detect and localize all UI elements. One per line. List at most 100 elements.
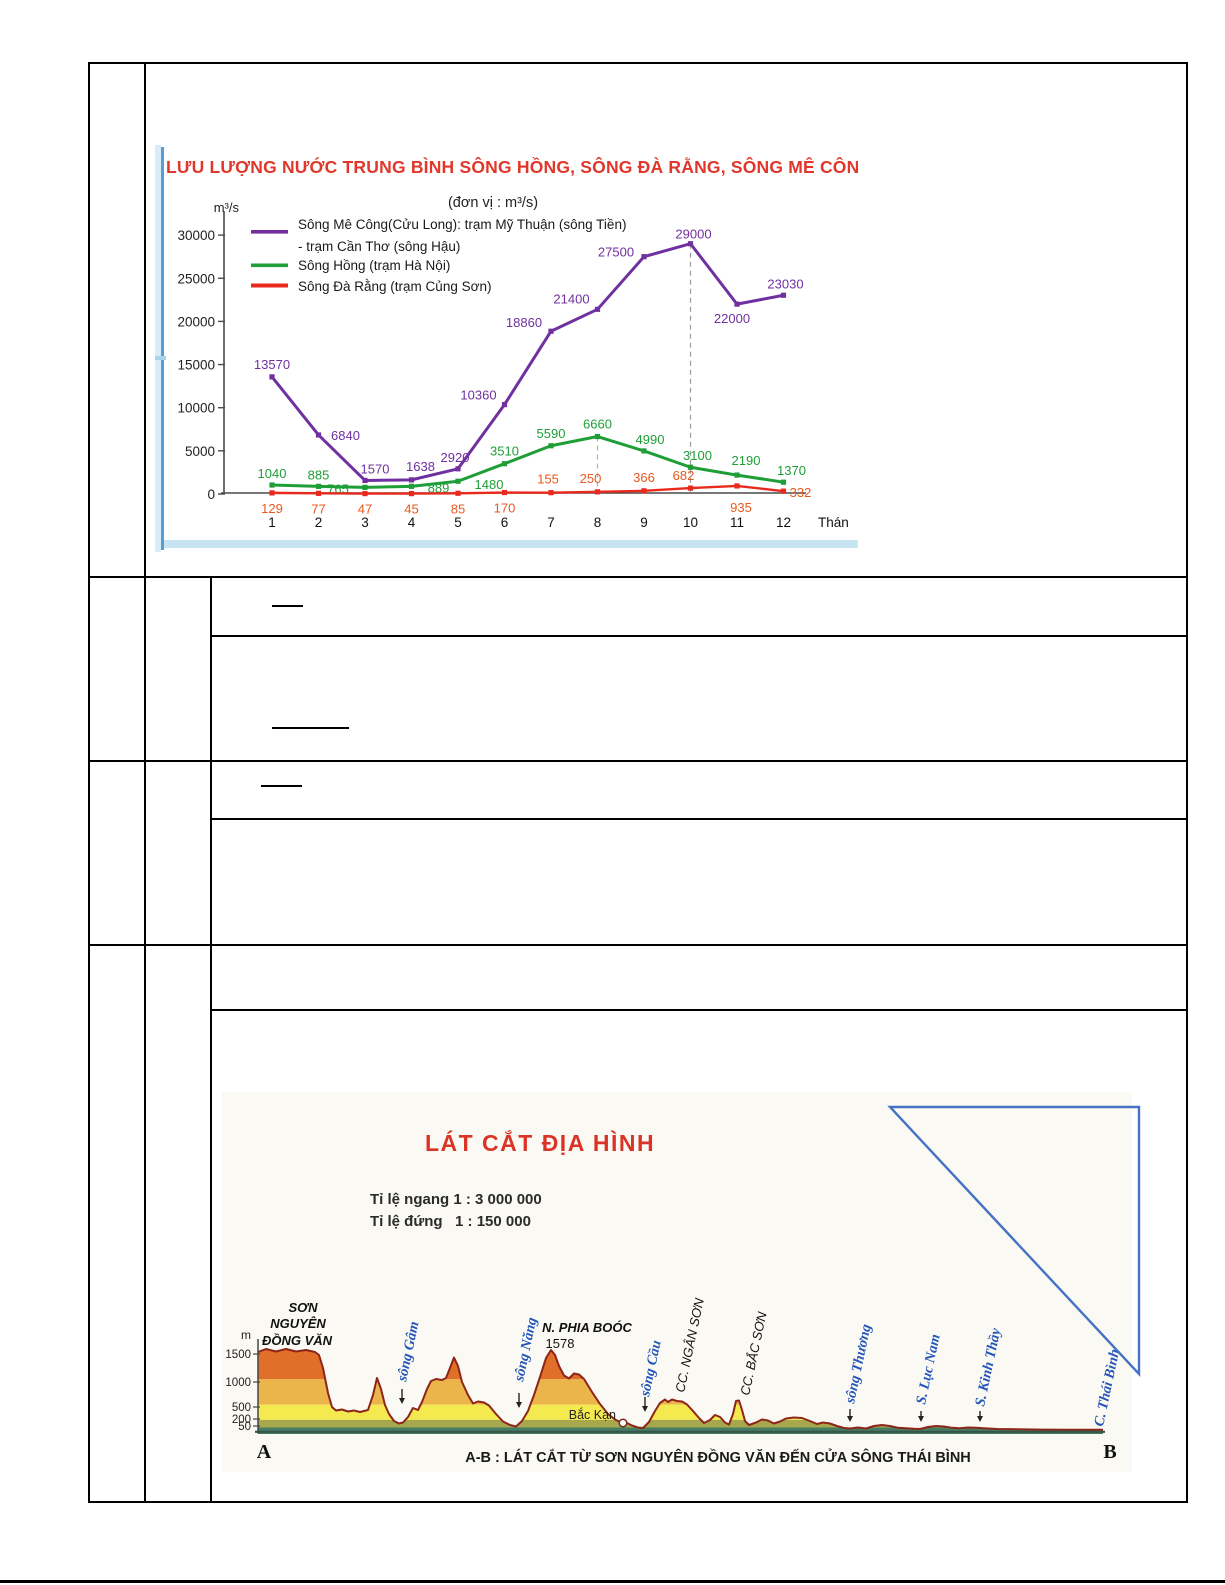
svg-text:155: 155	[537, 472, 559, 487]
svg-text:Thán: Thán	[818, 515, 849, 530]
fill-in-blank-1	[272, 605, 303, 607]
svg-text:1638: 1638	[406, 459, 435, 474]
svg-text:1578: 1578	[546, 1336, 575, 1351]
svg-text:332: 332	[790, 485, 812, 500]
table-row-divider-2	[88, 760, 1188, 762]
fill-in-blank-3	[261, 785, 302, 787]
svg-text:6660: 6660	[583, 417, 612, 432]
fill-in-blank-2	[272, 727, 349, 729]
svg-text:2: 2	[315, 515, 323, 530]
svg-text:A: A	[257, 1441, 272, 1463]
svg-text:0: 0	[207, 487, 215, 502]
svg-text:N. PHIA BOÓC: N. PHIA BOÓC	[542, 1320, 632, 1335]
svg-text:1570: 1570	[361, 461, 390, 476]
svg-text:6: 6	[501, 515, 509, 530]
discharge-chart-title: LƯU LƯỢNG NƯỚC TRUNG BÌNH SÔNG HỒNG, SÔN…	[166, 157, 858, 177]
svg-text:9: 9	[640, 515, 648, 530]
svg-text:B: B	[1103, 1441, 1116, 1463]
svg-text:250: 250	[580, 471, 602, 486]
table-col-divider-2	[210, 576, 212, 1503]
table-row-divider-3	[88, 944, 1188, 946]
svg-text:8: 8	[594, 515, 602, 530]
svg-text:Sông Hồng (trạm Hà Nội): Sông Hồng (trạm Hà Nội)	[298, 258, 450, 273]
svg-text:11: 11	[730, 515, 744, 530]
svg-text:1500: 1500	[225, 1349, 251, 1361]
svg-text:1480: 1480	[475, 477, 504, 492]
svg-text:30000: 30000	[177, 228, 215, 243]
cross-section-caption: A-B : LÁT CẮT TỪ SƠN NGUYÊN ĐỒNG VĂN ĐẾN…	[465, 1448, 971, 1466]
svg-text:13570: 13570	[254, 357, 290, 372]
svg-text:22000: 22000	[714, 311, 750, 326]
svg-text:5: 5	[454, 515, 462, 530]
svg-text:1370: 1370	[777, 463, 806, 478]
svg-text:682: 682	[673, 468, 695, 483]
river-label: sông Thương	[842, 1323, 875, 1406]
svg-text:1000: 1000	[225, 1377, 251, 1389]
svg-text:77: 77	[311, 501, 325, 516]
svg-text:27500: 27500	[598, 245, 634, 260]
river-label: sông Cầu	[637, 1339, 665, 1399]
svg-text:12: 12	[776, 515, 791, 530]
discharge-chart-subtitle: (đơn vị : m³/s)	[447, 195, 539, 211]
svg-text:170: 170	[494, 501, 516, 516]
horizontal-scale-label: Tỉ lệ ngang 1 : 3 000 000	[370, 1191, 542, 1208]
discharge-chart-figure: LƯU LƯỢNG NƯỚC TRUNG BÌNH SÔNG HỒNG, SÔN…	[155, 145, 858, 552]
svg-text:47: 47	[358, 502, 372, 517]
svg-text:29000: 29000	[675, 227, 711, 242]
table-border-bottom	[88, 1501, 1188, 1503]
series-2: 129 77 47 45 85 170 155 250 366 682 935 332	[261, 468, 811, 516]
svg-text:85: 85	[451, 501, 465, 516]
svg-text:935: 935	[730, 500, 752, 515]
svg-text:21400: 21400	[553, 291, 589, 306]
table-border-right	[1186, 62, 1188, 1503]
svg-text:3100: 3100	[683, 448, 712, 463]
legend: Sông Mê Công(Cửu Long): trạm Mỹ Thuận (s…	[251, 217, 626, 294]
table-col-divider-1	[144, 62, 146, 1503]
svg-text:m: m	[241, 1328, 251, 1342]
svg-text:m³/s: m³/s	[214, 200, 240, 215]
svg-text:3510: 3510	[490, 444, 519, 459]
guide-lines	[596, 243, 692, 493]
page-bottom-rule	[0, 1580, 1225, 1583]
svg-text:5000: 5000	[185, 444, 215, 459]
svg-text:10000: 10000	[177, 401, 215, 416]
svg-text:10: 10	[683, 515, 698, 530]
cross-section-title: LÁT CẮT ĐỊA HÌNH	[424, 1130, 656, 1156]
scan-blue-line	[161, 147, 164, 550]
river-arrows	[399, 1389, 983, 1422]
series-0: 13570 6840 1570 1638 2920 10360 18860 21400 2750…	[254, 227, 804, 484]
svg-text:2190: 2190	[732, 453, 761, 468]
cross-section-figure: LÁT CẮT ĐỊA HÌNH Tỉ lệ ngang 1 : 3 000 0…	[222, 1092, 1132, 1472]
range-label: CC. NGÂN SƠN	[672, 1296, 707, 1393]
scan-edge-band	[155, 145, 161, 552]
svg-text:15000: 15000	[177, 358, 215, 373]
svg-text:3: 3	[361, 515, 369, 530]
river-label: sông Gâm	[394, 1320, 423, 1384]
svg-text:SƠN: SƠN	[289, 1300, 319, 1315]
svg-text:Sông Mê Công(Cửu Long): trạm M: Sông Mê Công(Cửu Long): trạm Mỹ Thuận (s…	[298, 217, 626, 232]
svg-text:ĐỒNG VĂN: ĐỒNG VĂN	[262, 1333, 333, 1348]
svg-text:45: 45	[404, 502, 418, 517]
table-border-top	[88, 62, 1188, 64]
svg-text:10360: 10360	[460, 388, 496, 403]
svg-text:500: 500	[232, 1402, 251, 1414]
svg-text:1040: 1040	[258, 466, 287, 481]
svg-text:- trạm Cần Thơ (sông Hậu): - trạm Cần Thơ (sông Hậu)	[298, 239, 460, 254]
range-label: CC. BẮC SƠN	[737, 1310, 769, 1397]
svg-text:1: 1	[268, 515, 276, 530]
svg-text:4990: 4990	[636, 432, 665, 447]
svg-text:129: 129	[261, 501, 283, 516]
river-label: sông Năng	[511, 1316, 540, 1384]
svg-text:NGUYÊN: NGUYÊN	[270, 1316, 326, 1331]
svg-text:Sông Đà Rằng (trạm Củng Sơn): Sông Đà Rằng (trạm Củng Sơn)	[298, 279, 491, 294]
scan-blue-tick	[155, 356, 166, 360]
svg-text:2920: 2920	[441, 450, 470, 465]
table-border-left	[88, 62, 90, 1503]
svg-text:5590: 5590	[537, 426, 566, 441]
town-label: Bắc Kạn	[569, 1407, 616, 1422]
